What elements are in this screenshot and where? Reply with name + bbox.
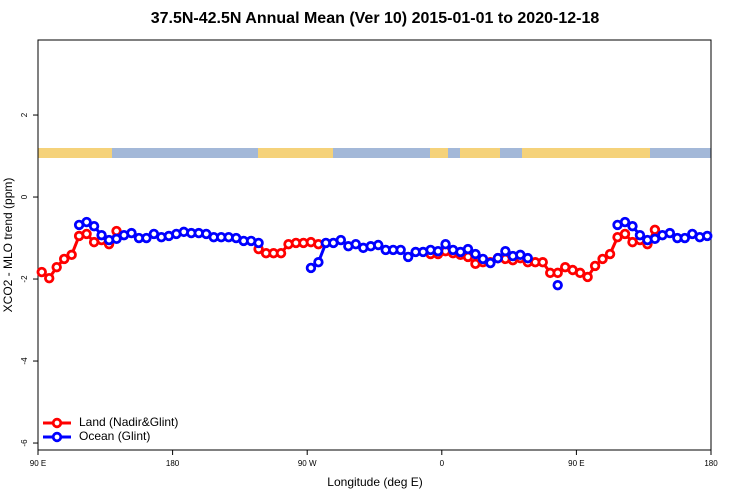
data-point (275, 247, 287, 259)
data-point (81, 216, 92, 228)
data-point (589, 260, 601, 272)
legend-marker (51, 417, 63, 429)
data-point (604, 248, 616, 260)
data-point (58, 253, 70, 265)
data-point (66, 249, 77, 261)
plot-frame (37, 39, 712, 451)
data-point (649, 233, 661, 245)
data-point (649, 224, 661, 236)
chart-title: 37.5N-42.5N Annual Mean (Ver 10) 2015-01… (151, 10, 600, 27)
land-strip (38, 148, 112, 158)
x-tick-label: 90 E (30, 459, 46, 468)
data-point (634, 229, 646, 241)
data-point (664, 227, 676, 239)
data-point (88, 220, 100, 232)
data-point (477, 253, 489, 265)
y-tick-label: 2 (20, 112, 29, 117)
data-point (96, 229, 107, 241)
legend-label: Ocean (Glint) (79, 429, 150, 443)
y-tick-label: -2 (20, 275, 29, 283)
data-point (619, 228, 631, 240)
data-point (36, 266, 47, 278)
x-tick-label: 90 W (298, 459, 317, 468)
data-point (500, 245, 511, 257)
data-point (492, 252, 504, 264)
data-point (440, 238, 451, 250)
legend-label: Land (Nadir&Glint) (79, 415, 178, 429)
data-point (51, 261, 62, 273)
data-point (462, 243, 474, 255)
x-tick-label: 180 (704, 459, 718, 468)
x-tick-label: 180 (166, 459, 180, 468)
ocean-strip (38, 148, 711, 158)
data-point (470, 248, 481, 260)
data-point (522, 252, 533, 264)
x-axis-label: Longitude (deg E) (327, 475, 422, 489)
data-point (335, 234, 347, 246)
data-point (402, 251, 414, 263)
land-mask-strip (38, 148, 711, 158)
data-point (552, 267, 563, 279)
data-point (582, 271, 593, 283)
data-point (253, 237, 264, 249)
data-point (537, 257, 548, 268)
data-point (574, 267, 586, 279)
data-point (395, 244, 406, 256)
data-point (552, 279, 563, 291)
y-tick-label: 0 (20, 194, 29, 199)
data-point (432, 245, 444, 257)
data-point (126, 227, 137, 239)
land-strip (430, 148, 448, 158)
data-point (350, 238, 362, 250)
land-strip (258, 148, 333, 158)
data-point (627, 220, 638, 232)
legend-marker (51, 431, 63, 443)
x-tick-label: 0 (440, 459, 445, 468)
data-point (619, 216, 631, 228)
data-point (373, 239, 384, 251)
data-point (81, 228, 92, 240)
data-point (111, 233, 122, 245)
land-strip (522, 148, 650, 158)
data-point (313, 257, 324, 268)
x-tick-label: 90 E (568, 459, 584, 468)
legend: Land (Nadir&Glint)Ocean (Glint) (43, 415, 178, 443)
data-point (44, 273, 55, 284)
y-axis-label: XCO2 - MLO trend (ppm) (1, 178, 15, 313)
y-tick-label: -4 (20, 357, 29, 365)
y-tick-label: -6 (20, 439, 29, 447)
data-point (141, 232, 152, 244)
data-point (485, 257, 496, 269)
data-point (305, 262, 317, 274)
data-point (702, 230, 713, 242)
data-point (679, 232, 691, 244)
land-strip (460, 148, 500, 158)
data-point (597, 253, 608, 265)
